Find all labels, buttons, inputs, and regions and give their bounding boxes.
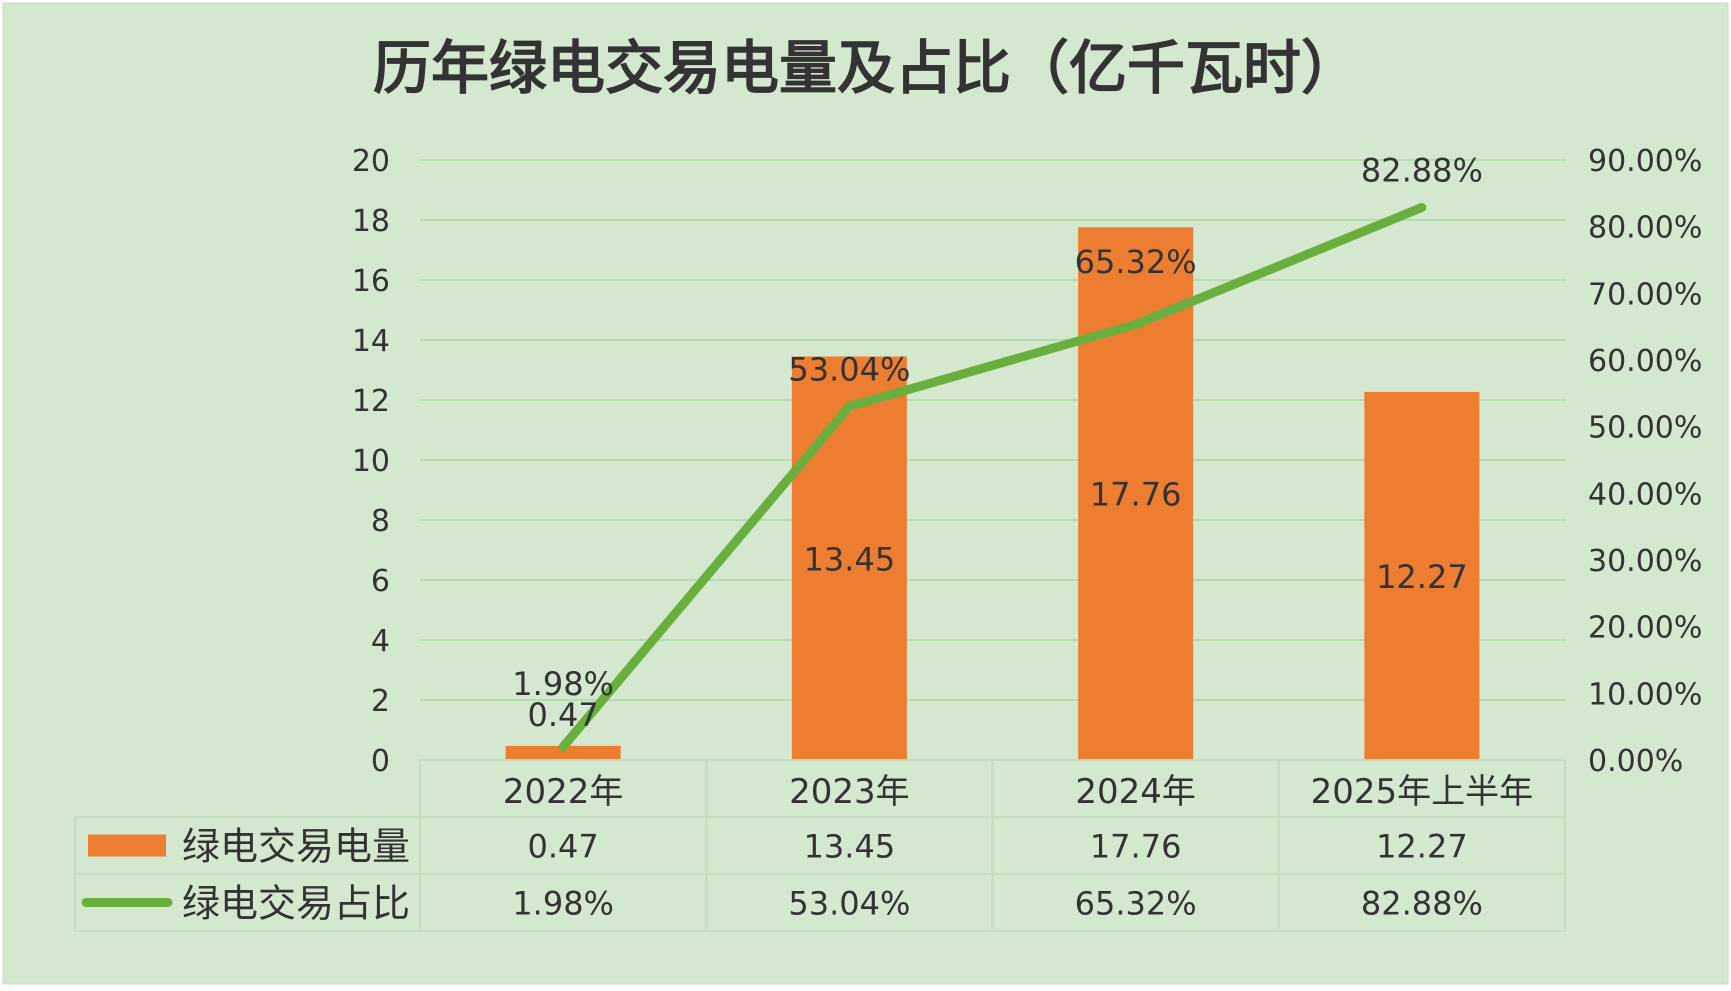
line-value-label: 53.04% [788,350,910,388]
y-right-tick-label: 60.00% [1588,344,1702,379]
table-cell-value: 82.88% [1361,885,1483,923]
chart-title: 历年绿电交易电量及占比（亿千瓦时） [373,34,1359,102]
table-cell-value: 53.04% [788,885,910,923]
y-left-tick-label: 8 [371,504,390,539]
y-right-tick-label: 80.00% [1588,211,1702,246]
legend-label: 绿电交易电量 [182,825,410,869]
y-right-tick-label: 10.00% [1588,677,1702,712]
line-value-label: 1.98% [512,665,614,703]
x-category-label: 2022年 [503,772,624,812]
x-category-label: 2024年 [1075,772,1196,812]
y-left-tick-label: 18 [352,204,390,239]
y-right-tick-label: 30.00% [1588,544,1702,579]
y-right-tick-label: 90.00% [1588,144,1702,179]
y-right-tick-label: 50.00% [1588,411,1702,446]
line-point [1420,206,1423,209]
bar [1078,227,1194,760]
y-left-tick-label: 2 [371,684,390,719]
y-left-tick-label: 20 [352,144,390,179]
y-right-tick-label: 40.00% [1588,477,1702,512]
y-axis-right: 0.00% 10.00% 20.00% 30.00% 40.00% 50.00% 60.00… [1588,144,1702,779]
table-cell-value: 65.32% [1075,885,1197,923]
bar-value-label: 17.76 [1090,476,1182,514]
line-series [558,202,1427,752]
y-left-tick-label: 12 [352,384,390,419]
x-category-label: 2025年上半年 [1311,772,1534,812]
legend-swatch-bar [88,834,166,857]
line-value-label: 82.88% [1361,151,1483,189]
bar [505,745,621,760]
y-left-tick-label: 16 [352,264,390,299]
data-labels: 0.47 13.45 17.76 12.27 1.98% 53.04% 65.32% 82.8… [512,151,1483,733]
y-left-tick-label: 4 [371,624,390,659]
bar-series [505,227,1480,760]
table-cell-value: 0.47 [528,828,599,866]
legend-label: 绿电交易占比 [182,882,410,926]
bar-value-label: 0.47 [528,696,599,734]
y-left-tick-label: 6 [371,564,390,599]
line-point [1134,323,1137,326]
y-left-tick-label: 14 [352,324,390,359]
bar [1364,391,1480,760]
x-category-label: 2023年 [789,772,910,812]
y-axis-left: 0 2 4 6 8 10 12 14 16 18 20 [352,144,390,779]
table-cell-value: 1.98% [512,885,614,923]
y-left-tick-label: 10 [352,444,390,479]
line-value-label: 65.32% [1075,243,1197,281]
table-cell-value: 17.76 [1090,828,1182,866]
line-path [558,202,1427,752]
bar-value-label: 12.27 [1376,558,1468,596]
table-cell-value: 12.27 [1376,828,1468,866]
table-cell-value: 13.45 [804,828,896,866]
y-right-tick-label: 20.00% [1588,611,1702,646]
y-right-tick-label: 0.00% [1588,744,1683,779]
y-right-tick-label: 70.00% [1588,277,1702,312]
line-point [562,745,565,748]
bar [791,356,907,760]
line-point [848,405,851,408]
bar-value-label: 13.45 [804,540,896,578]
y-left-tick-label: 0 [371,744,390,779]
